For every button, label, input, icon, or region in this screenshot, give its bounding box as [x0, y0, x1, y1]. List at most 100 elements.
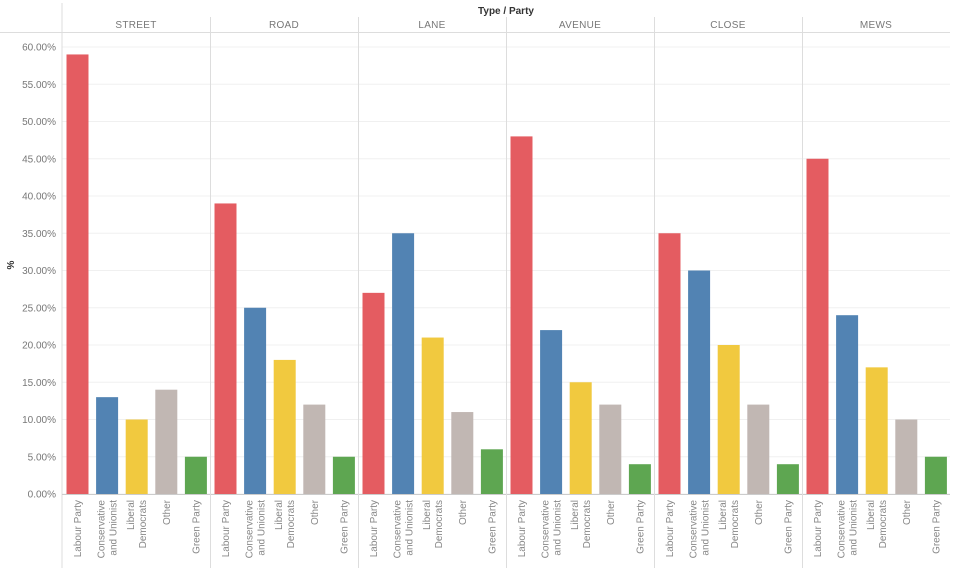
y-tick-label: 60.00% [22, 43, 56, 54]
x-tick-label: Conservative [541, 500, 552, 559]
x-tick-label: Other [310, 499, 321, 525]
x-tick-label: Democrats [138, 500, 149, 548]
bar-conservative-and-unionist [392, 233, 415, 494]
x-tick-label: Conservative [97, 500, 108, 559]
x-tick-label: Other [458, 499, 469, 525]
bar-other [451, 412, 474, 494]
bar-green-party [628, 464, 651, 494]
bar-green-party [332, 456, 355, 494]
x-tick-label: Labour Party [73, 500, 84, 557]
x-tick-label: Democrats [730, 500, 741, 548]
bar-labour-party [362, 292, 385, 494]
x-tick-label: Democrats [286, 500, 297, 548]
bar-liberal-democrats [717, 345, 740, 494]
x-tick-label: Green Party [783, 500, 794, 554]
x-tick-label: Conservative [393, 500, 404, 559]
bar-conservative-and-unionist [836, 315, 859, 494]
panel-header: MEWS [860, 20, 892, 31]
x-tick-label: Liberal [866, 500, 877, 530]
x-tick-label: Democrats [434, 500, 445, 548]
panel-header: LANE [418, 20, 445, 31]
panel-lane: LANE Labour Party Conservative and Unionist… [358, 17, 503, 568]
chart-title: Type / Party [478, 6, 534, 17]
y-tick-label: 35.00% [22, 229, 56, 240]
bar-liberal-democrats [865, 367, 888, 494]
y-tick-label: 30.00% [22, 266, 56, 277]
bar-liberal-democrats [421, 337, 444, 494]
x-tick-label: and Unionist [849, 500, 860, 556]
panel-mews: MEWS Labour Party Conservative and Unionist… [802, 17, 947, 568]
y-tick-label: 10.00% [22, 415, 56, 426]
x-tick-label: Green Party [339, 500, 350, 554]
panel-header: STREET [115, 20, 156, 31]
panel-street: STREET Labour Party Conservative and Unioni… [66, 20, 207, 559]
bar-labour-party [214, 203, 237, 494]
bar-other [895, 419, 918, 494]
y-tick-label: 0.00% [28, 490, 56, 501]
x-tick-label: Other [754, 499, 765, 525]
y-tick-label: 40.00% [22, 192, 56, 203]
x-tick-label: Other [606, 499, 617, 525]
bar-labour-party [806, 158, 829, 494]
y-tick-label: 5.00% [28, 452, 56, 463]
bar-labour-party [66, 54, 89, 494]
x-tick-label: Other [902, 499, 913, 525]
y-tick-label: 15.00% [22, 378, 56, 389]
bar-conservative-and-unionist [688, 270, 711, 494]
y-tick-label: 50.00% [22, 117, 56, 128]
x-tick-label: Labour Party [665, 500, 676, 557]
bar-green-party [480, 449, 503, 494]
x-tick-label: and Unionist [109, 500, 120, 556]
x-tick-label: Labour Party [813, 500, 824, 557]
x-tick-label: Conservative [245, 500, 256, 559]
x-tick-label: Green Party [635, 500, 646, 554]
x-tick-label: and Unionist [405, 500, 416, 556]
x-tick-label: Democrats [582, 500, 593, 548]
panel-avenue: AVENUE Labour Party Conservative and Unioni… [506, 17, 651, 568]
bar-labour-party [658, 233, 681, 494]
bar-liberal-democrats [273, 359, 296, 494]
x-tick-label: and Unionist [553, 500, 564, 556]
bar-labour-party [510, 136, 533, 494]
bar-other [155, 389, 178, 494]
x-tick-label: Democrats [878, 500, 889, 548]
x-tick-label: and Unionist [701, 500, 712, 556]
x-tick-label: Other [162, 499, 173, 525]
bar-other [303, 404, 326, 494]
y-tick-label: 25.00% [22, 303, 56, 314]
x-tick-label: Conservative [689, 500, 700, 559]
bar-green-party [184, 456, 207, 494]
x-tick-label: and Unionist [257, 500, 268, 556]
bar-liberal-democrats [125, 419, 148, 494]
x-tick-label: Conservative [837, 500, 848, 559]
x-tick-label: Green Party [931, 500, 942, 554]
panel-header: CLOSE [710, 20, 745, 31]
x-tick-label: Labour Party [369, 500, 380, 557]
bar-green-party [776, 464, 799, 494]
bar-liberal-democrats [569, 382, 592, 494]
bar-conservative-and-unionist [96, 397, 119, 494]
x-tick-label: Liberal [718, 500, 729, 530]
bar-conservative-and-unionist [540, 330, 563, 494]
panel-header: AVENUE [559, 20, 601, 31]
y-tick-label: 45.00% [22, 154, 56, 165]
x-tick-label: Labour Party [517, 500, 528, 557]
bar-conservative-and-unionist [244, 307, 267, 494]
bar-other [747, 404, 770, 494]
panel-header: ROAD [269, 20, 299, 31]
panel-road: ROAD Labour Party Conservative and Unionist… [210, 17, 355, 568]
bar-other [599, 404, 622, 494]
y-tick-label: 55.00% [22, 80, 56, 91]
x-tick-label: Green Party [191, 500, 202, 554]
x-tick-label: Liberal [570, 500, 581, 530]
bar-green-party [924, 456, 947, 494]
x-tick-label: Labour Party [221, 500, 232, 557]
panel-close: CLOSE Labour Party Conservative and Unionis… [654, 17, 799, 568]
x-tick-label: Liberal [126, 500, 137, 530]
x-tick-label: Green Party [487, 500, 498, 554]
y-axis-label: % [6, 260, 17, 269]
y-tick-label: 20.00% [22, 341, 56, 352]
x-tick-label: Liberal [422, 500, 433, 530]
x-tick-label: Liberal [274, 500, 285, 530]
